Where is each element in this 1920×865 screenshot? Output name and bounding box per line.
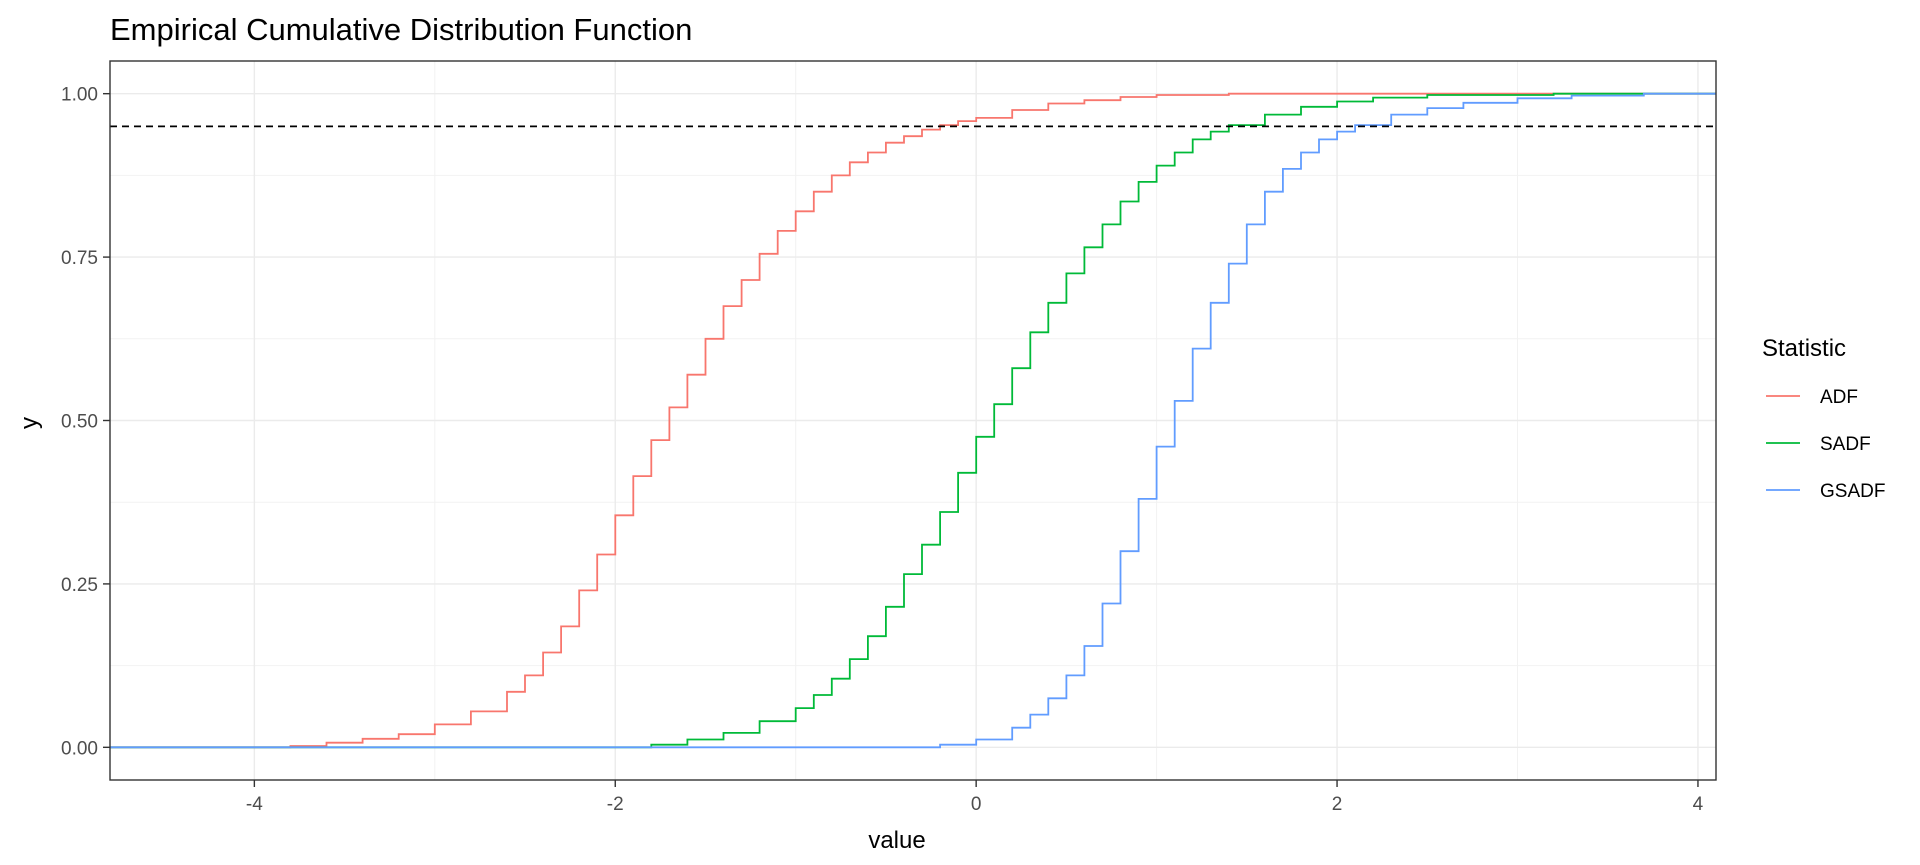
y-tick-label: 0.25 — [61, 575, 98, 596]
x-axis-ticks: -4 -2 0 2 4 — [246, 780, 1704, 815]
series-line-adf — [110, 92, 1716, 749]
y-axis-ticks: 0.00 0.25 0.50 0.75 1.00 — [61, 85, 110, 759]
series-layer — [110, 92, 1716, 749]
legend-label-sadf: SADF — [1820, 434, 1871, 455]
y-axis-title: y — [16, 417, 43, 429]
legend-title: Statistic — [1762, 335, 1846, 362]
x-tick-label: 0 — [971, 794, 982, 815]
y-tick-label: 0.75 — [61, 248, 98, 269]
x-tick-label: -4 — [246, 794, 263, 815]
chart-title: Empirical Cumulative Distribution Functi… — [110, 12, 692, 47]
y-tick-label: 0.00 — [61, 738, 98, 759]
x-tick-label: -2 — [607, 794, 624, 815]
legend: Statistic ADF SADF GSADF — [1762, 335, 1885, 502]
x-tick-label: 2 — [1332, 794, 1343, 815]
series-line-gsadf — [110, 92, 1716, 749]
legend-label-adf: ADF — [1820, 387, 1858, 408]
y-tick-label: 0.50 — [61, 412, 98, 433]
x-tick-label: 4 — [1693, 794, 1704, 815]
y-tick-label: 1.00 — [61, 85, 98, 106]
legend-label-gsadf: GSADF — [1820, 481, 1885, 502]
x-axis-title: value — [868, 827, 925, 854]
major-grid — [110, 61, 1716, 780]
series-line-sadf — [110, 92, 1716, 749]
